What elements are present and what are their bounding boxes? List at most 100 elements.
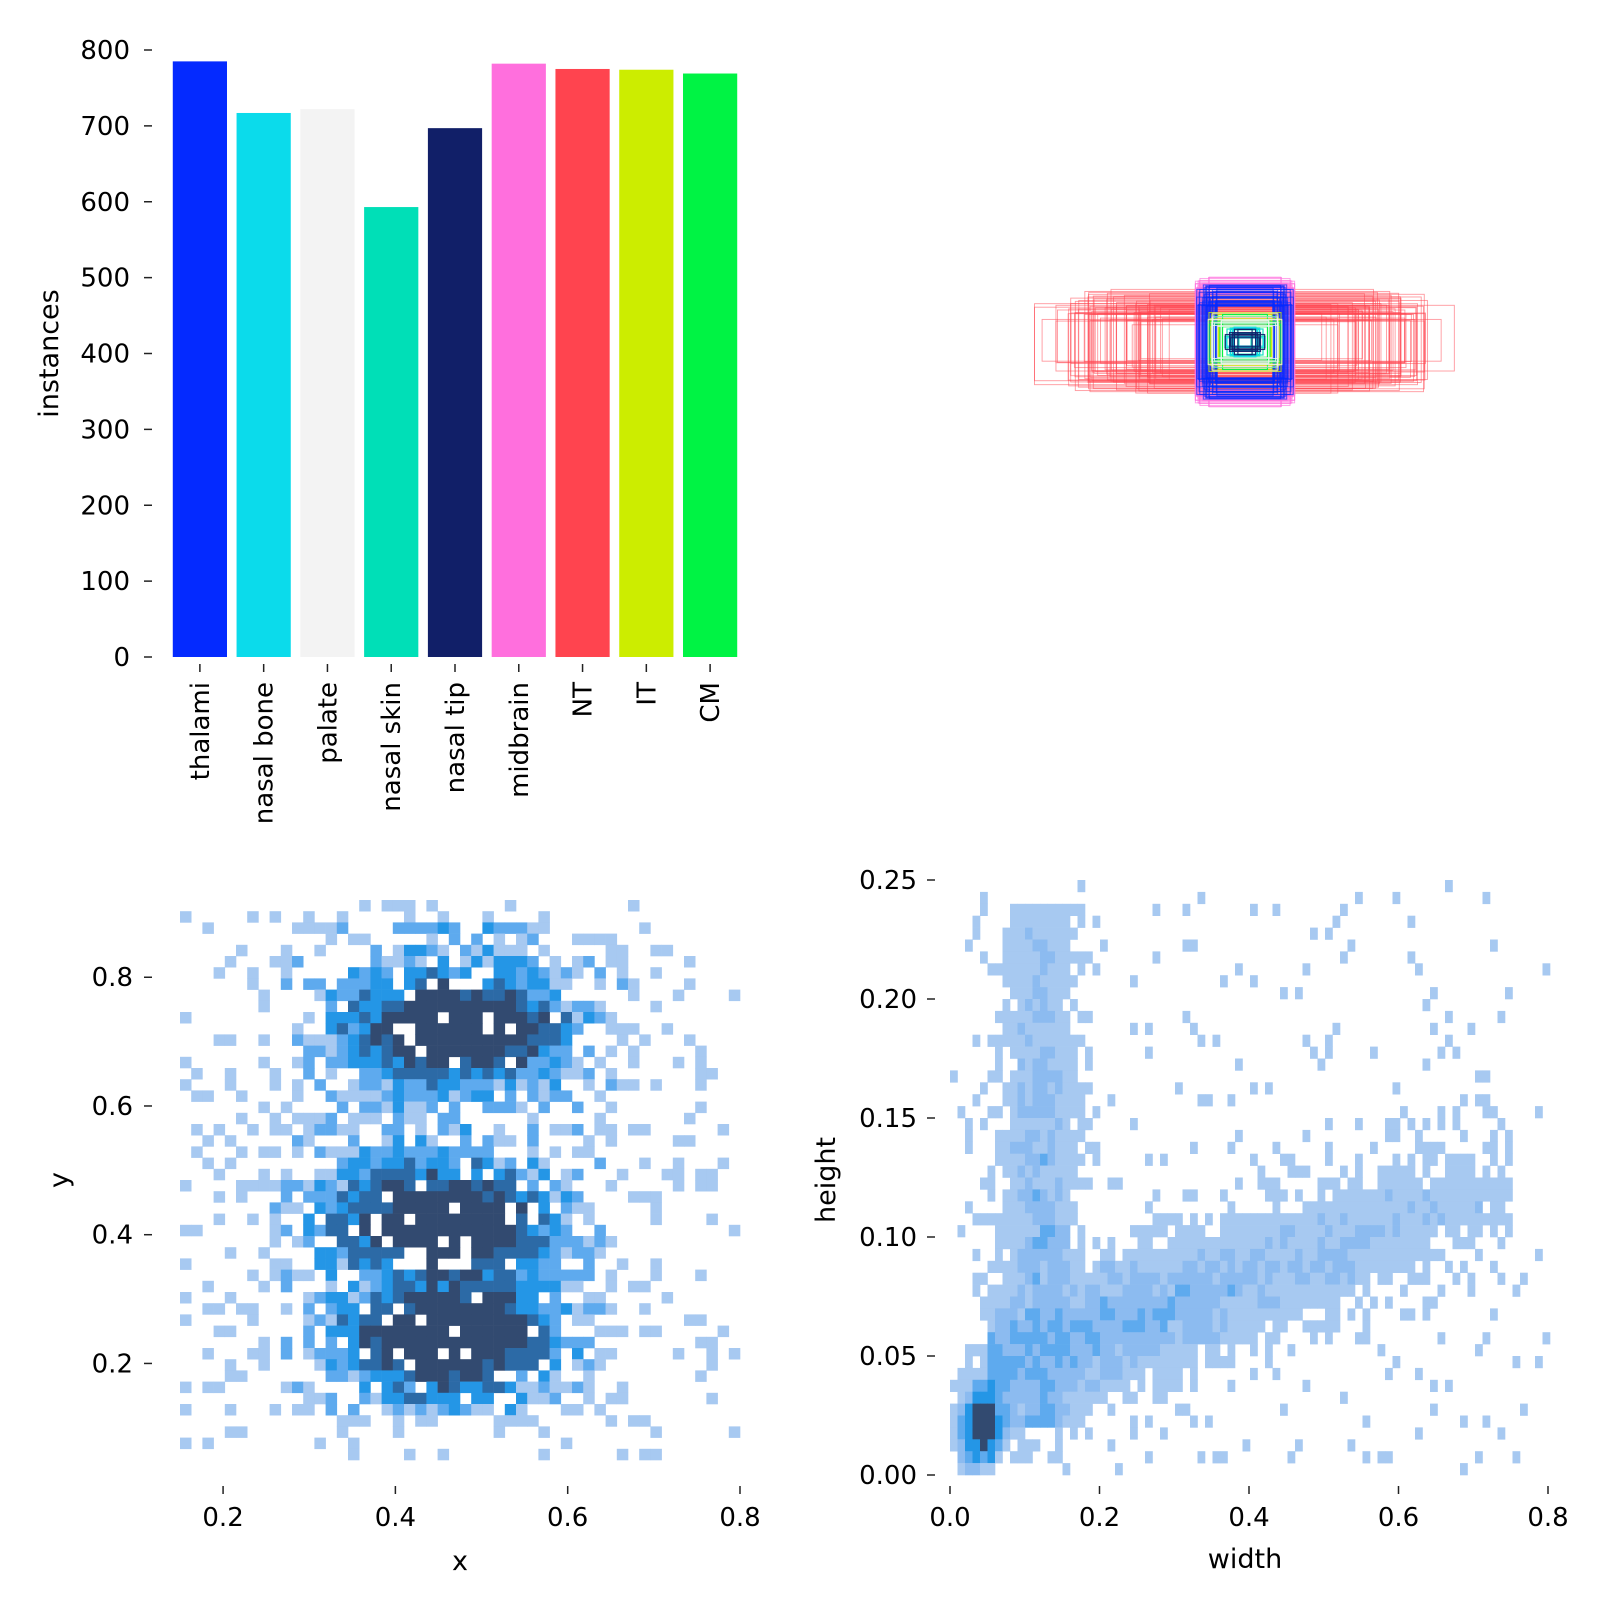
heatmap-cell [549, 1079, 562, 1091]
heatmap-cell [359, 1034, 371, 1046]
heatmap-cell [381, 1034, 394, 1046]
heatmap-cell [448, 1392, 461, 1405]
y-tick-label: 0.6 [92, 1092, 133, 1122]
heatmap-cell [392, 1135, 405, 1147]
heatmap-cell [493, 1045, 506, 1058]
heatmap-cell [1265, 1260, 1273, 1273]
heatmap-cell [1040, 1356, 1048, 1369]
heatmap-cell [972, 1034, 981, 1047]
heatmap-cell [1295, 1237, 1303, 1250]
heatmap-cell [516, 1168, 528, 1181]
heatmap-cell [1302, 1379, 1311, 1392]
heatmap-cell [448, 1124, 461, 1136]
heatmap-cell [1272, 1367, 1281, 1381]
heatmap-cell [1355, 1213, 1363, 1226]
heatmap-cell [258, 1056, 270, 1069]
heatmap-cell [1002, 1260, 1011, 1273]
heatmap-cell [1475, 1189, 1483, 1202]
heatmap-cell [1287, 1237, 1296, 1250]
heatmap-cell [1482, 891, 1491, 905]
heatmap-cell [965, 1118, 973, 1131]
heatmap-cell [1265, 1332, 1273, 1345]
heatmap-cell [325, 1068, 338, 1080]
heatmap-cell [527, 967, 539, 979]
heatmap-cell [370, 1280, 382, 1293]
heatmap-cell [336, 1180, 349, 1192]
heatmap-cell [987, 1284, 996, 1297]
box-thalami [1198, 302, 1292, 382]
heatmap-cell [1482, 1332, 1491, 1345]
heatmap-cell [549, 978, 562, 990]
heatmap-cell [404, 1303, 416, 1315]
heatmap-cell [1055, 1129, 1063, 1143]
heatmap-cell [1032, 903, 1041, 916]
x-tick-label: 0.0 [929, 1503, 970, 1533]
heatmap-cell [1122, 1296, 1131, 1309]
heatmap-cell [1055, 1034, 1063, 1047]
heatmap-cell [695, 1079, 707, 1091]
heatmap-cell [1287, 1296, 1296, 1309]
heatmap-cell [504, 989, 517, 1002]
heatmap-cell [1205, 1308, 1213, 1321]
heatmap-cell [1467, 1022, 1476, 1035]
heatmap-cell [972, 1391, 981, 1404]
heatmap-cell [426, 1292, 438, 1304]
heatmap-cell [426, 1314, 438, 1326]
heatmap-cell [1032, 1010, 1041, 1024]
heatmap-cell [987, 1391, 996, 1404]
heatmap-cell [560, 1034, 573, 1046]
heatmap-cell [1062, 1320, 1071, 1333]
heatmap-cell [1070, 1320, 1078, 1333]
heatmap-cell [1032, 999, 1041, 1012]
heatmap-cell [1392, 891, 1401, 905]
heatmap-cell [538, 1090, 550, 1102]
heatmap-cell [1460, 1415, 1468, 1428]
heatmap-cell [1017, 1213, 1026, 1226]
heatmap-cell [482, 1325, 494, 1338]
heatmap-cell [1490, 1153, 1498, 1166]
heatmap-cell [1017, 1248, 1026, 1262]
heatmap-cell [728, 1426, 741, 1438]
heatmap-cell [1160, 1332, 1168, 1345]
heatmap-cell [1002, 1320, 1011, 1333]
heatmap-cell [1475, 1248, 1483, 1262]
heatmap-cell [437, 1157, 450, 1170]
heatmap-cell [1310, 1260, 1318, 1273]
heatmap-cell [325, 1224, 338, 1237]
heatmap-cell [1220, 1332, 1228, 1345]
heatmap-cell [995, 1106, 1003, 1119]
heatmap-cell [1370, 1225, 1378, 1238]
heatmap-cell [1242, 1237, 1251, 1250]
heatmap-cell [527, 1180, 539, 1192]
heatmap-cell [1032, 1356, 1041, 1369]
heatmap-cell [1047, 987, 1056, 1000]
heatmap-cell [1242, 1439, 1251, 1452]
heatmap-cell [404, 1180, 416, 1192]
heatmap-cell [995, 1260, 1003, 1273]
heatmap-cell [426, 1325, 438, 1338]
heatmap-cell [1415, 1189, 1423, 1202]
heatmap-cell [583, 1336, 595, 1349]
heatmap-cell [1332, 1272, 1341, 1285]
heatmap-cell [538, 978, 550, 990]
heatmap-cell [437, 1124, 450, 1136]
heatmap-cell [1250, 1344, 1258, 1357]
heatmap-cell [527, 1112, 539, 1125]
heatmap-cell [1362, 1201, 1371, 1214]
heatmap-cell [381, 1146, 394, 1158]
heatmap-cell [583, 1202, 595, 1214]
heatmap-cell [224, 956, 237, 968]
heatmap-cell [236, 1180, 248, 1192]
heatmap-cell [980, 1213, 988, 1226]
heatmap-cell [1370, 1260, 1378, 1273]
heatmap-cell [1227, 1272, 1236, 1285]
heatmap-cell [471, 1348, 483, 1360]
heatmap-cell [448, 1146, 461, 1158]
heatmap-cell [404, 922, 416, 934]
heatmap-cell [504, 1012, 517, 1024]
heatmap-cell [1077, 1177, 1086, 1190]
heatmap-cell [280, 1280, 293, 1293]
heatmap-cell [1340, 1248, 1348, 1262]
heatmap-cell [1437, 1046, 1446, 1059]
heatmap-cell [1017, 1272, 1026, 1285]
